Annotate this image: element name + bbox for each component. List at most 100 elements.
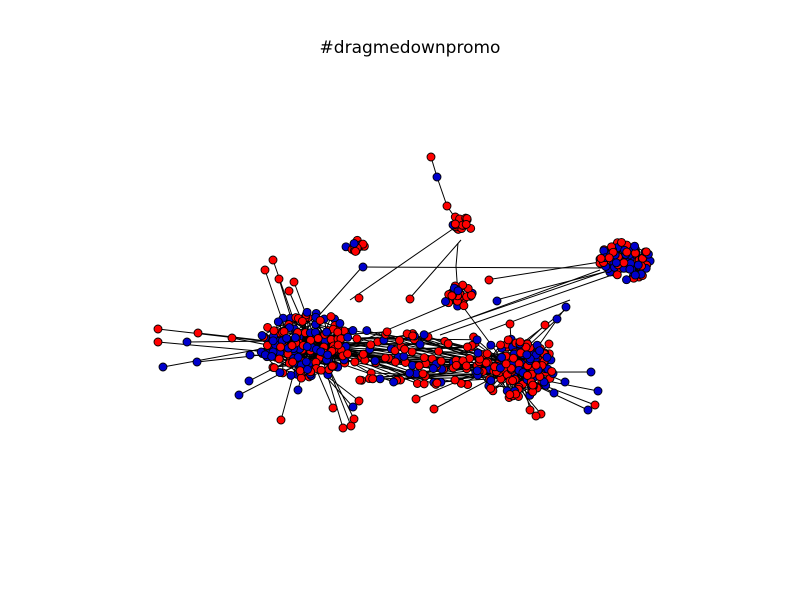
node-red xyxy=(390,357,400,367)
node-blue xyxy=(375,374,385,384)
node-red xyxy=(617,237,626,247)
node-blue xyxy=(303,365,312,374)
node-red xyxy=(390,346,400,356)
node-blue xyxy=(244,376,254,386)
node-red xyxy=(505,319,515,329)
node-red xyxy=(419,379,429,389)
node-red xyxy=(193,328,203,338)
node-red xyxy=(590,400,600,410)
node-red xyxy=(326,312,336,322)
node-blue xyxy=(419,330,429,340)
node-red xyxy=(622,247,632,257)
node-red xyxy=(484,275,494,285)
node-red xyxy=(350,357,360,367)
node-red xyxy=(515,337,525,347)
node-red xyxy=(411,394,421,404)
edge xyxy=(495,267,621,301)
node-red xyxy=(284,286,294,296)
node-red xyxy=(405,294,415,304)
node-red xyxy=(400,344,410,354)
node-red xyxy=(382,327,392,337)
node-blue xyxy=(441,297,450,306)
node-blue xyxy=(358,262,368,272)
node-blue xyxy=(583,405,593,415)
edge xyxy=(469,269,611,319)
node-red xyxy=(352,334,362,344)
node-red xyxy=(327,361,337,371)
edge xyxy=(489,299,571,331)
node-blue xyxy=(633,260,643,270)
node-red xyxy=(268,255,278,265)
node-red xyxy=(461,361,471,371)
node-blue xyxy=(335,318,345,328)
node-red xyxy=(349,414,359,424)
node-red xyxy=(407,347,417,357)
node-blue xyxy=(486,340,496,350)
node-red xyxy=(295,366,305,376)
node-red xyxy=(462,342,472,352)
node-blue xyxy=(611,258,621,268)
node-red xyxy=(274,354,284,364)
node-blue xyxy=(282,333,292,343)
node-red xyxy=(450,375,460,385)
node-red xyxy=(432,378,442,388)
node-blue xyxy=(293,385,303,395)
node-red xyxy=(289,277,299,287)
node-red xyxy=(466,290,476,300)
node-blue xyxy=(234,390,244,400)
node-red xyxy=(333,340,343,350)
node-red xyxy=(436,356,446,366)
node-red xyxy=(316,365,326,375)
node-blue xyxy=(542,352,552,362)
node-red xyxy=(459,301,469,311)
node-blue xyxy=(245,350,255,360)
node-blue xyxy=(257,331,267,340)
node-blue xyxy=(370,356,380,366)
node-blue xyxy=(415,339,425,349)
node-red xyxy=(481,358,491,368)
node-blue xyxy=(492,296,502,306)
node-red xyxy=(274,274,284,284)
node-blue xyxy=(389,377,399,387)
node-blue xyxy=(473,348,483,358)
node-red xyxy=(227,333,237,343)
node-blue xyxy=(286,370,296,380)
node-red xyxy=(328,403,338,413)
node-red xyxy=(496,340,505,350)
node-red xyxy=(419,353,429,363)
node-blue xyxy=(522,350,532,360)
node-red xyxy=(358,349,368,359)
node-blue xyxy=(630,270,640,280)
node-blue xyxy=(552,314,562,324)
node-red xyxy=(297,316,307,326)
node-blue xyxy=(267,352,277,361)
node-blue xyxy=(302,342,312,352)
node-red xyxy=(531,360,541,370)
node-red xyxy=(604,253,614,263)
node-red xyxy=(508,353,518,363)
node-blue xyxy=(486,376,496,385)
node-red xyxy=(505,390,515,400)
node-blue xyxy=(322,327,332,337)
edge xyxy=(439,274,613,336)
node-red xyxy=(429,404,439,414)
node-blue xyxy=(472,335,482,345)
node-blue xyxy=(625,264,635,274)
edge xyxy=(455,242,459,267)
node-red xyxy=(525,405,535,415)
node-red xyxy=(355,375,365,385)
node-red xyxy=(451,360,461,370)
node-blue xyxy=(586,367,596,377)
node-red xyxy=(486,383,496,393)
node-red xyxy=(528,380,538,390)
node-blue xyxy=(472,366,482,376)
edge xyxy=(507,372,589,411)
node-red xyxy=(287,341,297,351)
node-blue xyxy=(535,346,545,356)
node-red xyxy=(482,349,492,359)
node-red xyxy=(596,253,606,263)
node-blue xyxy=(549,388,559,398)
node-red xyxy=(395,335,404,345)
node-blue xyxy=(560,377,570,387)
